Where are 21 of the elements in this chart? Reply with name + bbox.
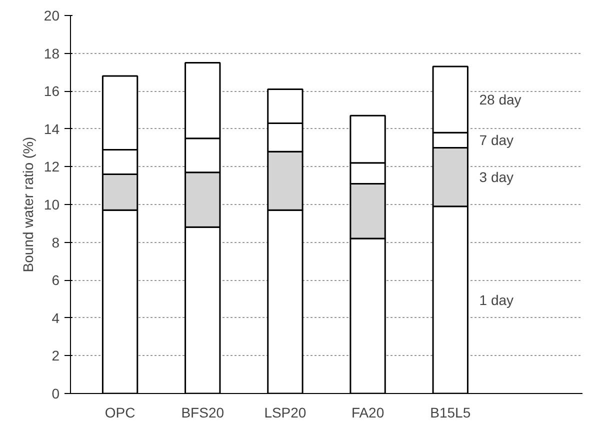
y-tick-label: 16 bbox=[44, 83, 60, 100]
series-label: 7 day bbox=[479, 132, 514, 148]
y-tick-label: 8 bbox=[52, 234, 60, 250]
y-tick-label: 6 bbox=[52, 272, 60, 288]
x-tick-label: BFS20 bbox=[181, 404, 224, 420]
y-tick-label: 18 bbox=[44, 45, 60, 62]
series-label: 1 day bbox=[479, 292, 514, 308]
y-axis-title: Bound water ratio (%) bbox=[20, 136, 36, 272]
y-tick-label: 2 bbox=[52, 348, 60, 364]
y-tick-label: 0 bbox=[52, 386, 60, 402]
series-label: 28 day bbox=[479, 92, 522, 108]
x-tick-label: OPC bbox=[104, 404, 136, 420]
y-tick-label: 10 bbox=[44, 196, 60, 212]
y-tick-label: 20 bbox=[44, 8, 60, 24]
y-tick-label: 12 bbox=[44, 158, 60, 175]
x-tick-label: B15L5 bbox=[430, 404, 471, 420]
y-tick-label: 4 bbox=[52, 310, 60, 326]
y-tick-label: 14 bbox=[44, 120, 60, 137]
x-tick-label: FA20 bbox=[351, 404, 384, 420]
series-label: 3 day bbox=[479, 169, 514, 186]
x-tick-label: LSP20 bbox=[264, 404, 306, 420]
